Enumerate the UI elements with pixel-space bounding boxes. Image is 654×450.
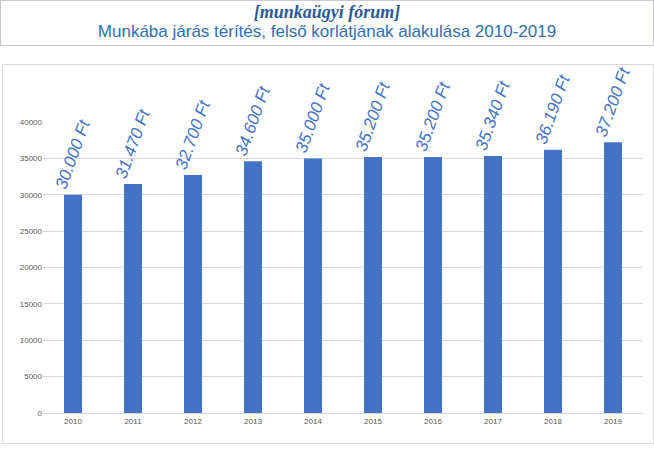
svg-text:2016: 2016: [424, 417, 442, 426]
svg-text:5000: 5000: [24, 372, 42, 381]
svg-text:2014: 2014: [304, 417, 322, 426]
svg-text:2015: 2015: [364, 417, 382, 426]
svg-text:30000: 30000: [20, 191, 43, 200]
svg-text:35000: 35000: [20, 154, 43, 163]
svg-text:34.600 Ft: 34.600 Ft: [232, 83, 275, 158]
html-text:[munkaügyi fórum]: [munkaügyi fórum]: [253, 2, 401, 22]
svg-text:37.200 Ft: 37.200 Ft: [592, 65, 635, 139]
svg-text:35.200 Ft: 35.200 Ft: [352, 79, 395, 154]
svg-text:0: 0: [38, 409, 43, 418]
svg-text:15000: 15000: [20, 300, 43, 309]
svg-text:2017: 2017: [484, 417, 502, 426]
svg-text:10000: 10000: [20, 336, 43, 345]
svg-text:30.000 Ft: 30.000 Ft: [52, 117, 95, 192]
svg-text:35.340 Ft: 35.340 Ft: [472, 78, 515, 153]
svg-text:2019: 2019: [604, 417, 622, 426]
html-text:Munkába járás térítés, felső k: Munkába járás térítés, felső korlátjának…: [97, 22, 557, 41]
svg-text:2012: 2012: [184, 417, 202, 426]
svg-text:20000: 20000: [20, 263, 43, 272]
svg-text:35.000 Ft: 35.000 Ft: [292, 80, 335, 155]
svg-text:32.700 Ft: 32.700 Ft: [172, 97, 215, 172]
svg-text:2018: 2018: [544, 417, 562, 426]
svg-text:36.190 Ft: 36.190 Ft: [532, 72, 575, 147]
svg-text:2013: 2013: [244, 417, 262, 426]
svg-text:35.200 Ft: 35.200 Ft: [412, 79, 455, 154]
svg-text:31.470 Ft: 31.470 Ft: [112, 106, 155, 181]
svg-text:40000: 40000: [20, 118, 43, 127]
svg-text:2010: 2010: [64, 417, 82, 426]
svg-text:25000: 25000: [20, 227, 43, 236]
svg-text:2011: 2011: [124, 417, 142, 426]
